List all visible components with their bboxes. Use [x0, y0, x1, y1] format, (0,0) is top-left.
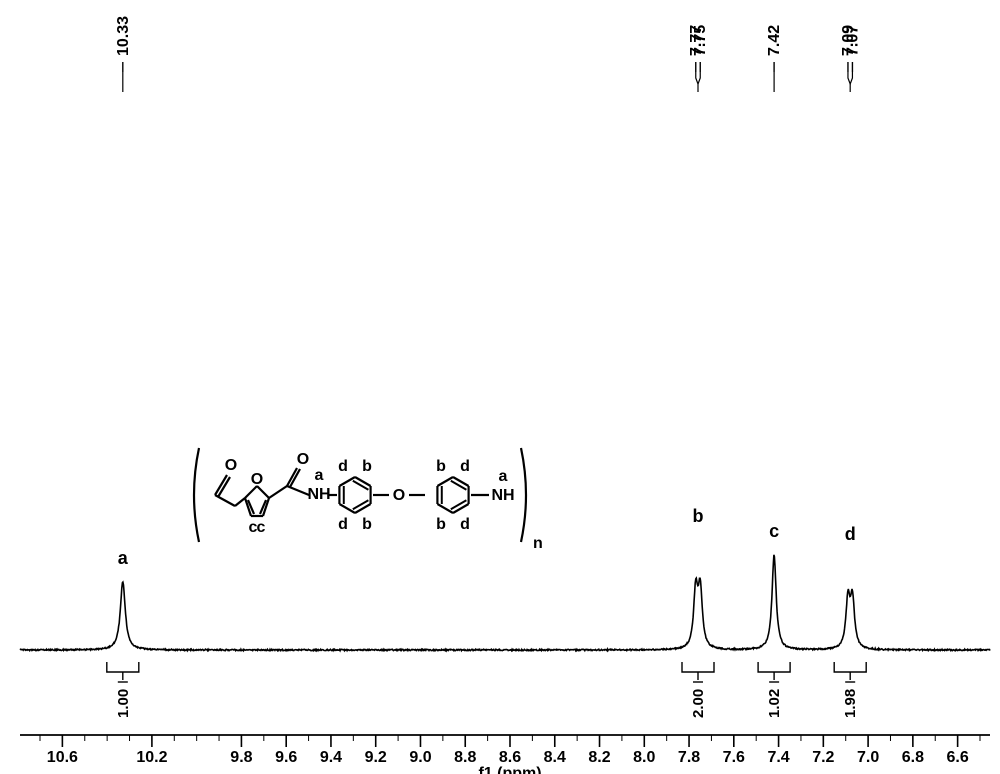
nmr-spectrum-figure: 10.6 10.2 9.8 9.6 9.4 9.2 9.0 8.8 8.6 8.4 8.2 8.0 7.…	[0, 0, 1000, 774]
axis-tick-label: 7.4	[767, 749, 789, 766]
axis-tick-label: 10.6	[47, 749, 78, 766]
peak-ppm-value: 7.75	[692, 25, 709, 56]
molecule-label: b	[362, 458, 372, 475]
axis-tick-label: 10.2	[136, 749, 167, 766]
molecule-label: b	[436, 458, 446, 475]
molecule-label: O	[297, 451, 309, 468]
figure-background	[0, 0, 1000, 774]
axis-tick-label: 9.4	[320, 749, 342, 766]
peak-ppm-value: 7.07	[844, 25, 861, 56]
molecule-label: d	[338, 516, 348, 533]
axis-tick-label: 8.4	[544, 749, 566, 766]
axis-tick-label: 8.0	[633, 749, 655, 766]
molecule-label: a	[499, 468, 508, 485]
axis-tick-label: 7.0	[857, 749, 879, 766]
peak-letter-a: a	[118, 548, 129, 568]
peak-letter-c: c	[769, 521, 779, 541]
integral-value-b: 2.00	[690, 689, 707, 718]
molecule-label: c	[257, 519, 266, 536]
axis-tick-label: 7.6	[723, 749, 745, 766]
axis-tick-label: 6.8	[902, 749, 924, 766]
axis-tick-label: 9.0	[409, 749, 431, 766]
molecule-label: O	[225, 457, 237, 474]
molecule-label: NH	[491, 487, 514, 504]
peak-letter-d: d	[845, 524, 856, 544]
molecule-label: d	[338, 458, 348, 475]
integral-value-a: 1.00	[115, 689, 132, 718]
axis-tick-label: 6.6	[946, 749, 968, 766]
axis-tick-label: 9.6	[275, 749, 297, 766]
axis-tick-label: 9.2	[365, 749, 387, 766]
axis-tick-label: 8.6	[499, 749, 521, 766]
molecule-label: O	[251, 471, 263, 488]
peak-ppm-value: 7.42	[766, 25, 783, 56]
molecule-label: b	[436, 516, 446, 533]
molecule-label: NH	[307, 486, 330, 503]
axis-tick-label: 9.8	[230, 749, 252, 766]
axis-tick-label: 8.2	[588, 749, 610, 766]
axis-tick-label: 7.8	[678, 749, 700, 766]
molecule-label: d	[460, 516, 470, 533]
molecule-label: d	[460, 458, 470, 475]
peak-letter-b: b	[693, 506, 704, 526]
molecule-label: O	[393, 487, 405, 504]
axis-tick-label: 7.2	[812, 749, 834, 766]
molecule-label: a	[315, 467, 324, 484]
integral-value-c: 1.02	[766, 689, 783, 718]
axis-tick-label: 8.8	[454, 749, 476, 766]
axis-title: f1 (ppm)	[478, 765, 541, 774]
integral-value-d: 1.98	[842, 689, 859, 718]
molecule-label: n	[533, 535, 543, 552]
peak-ppm-value: 10.33	[115, 16, 132, 56]
molecule-label: b	[362, 516, 372, 533]
